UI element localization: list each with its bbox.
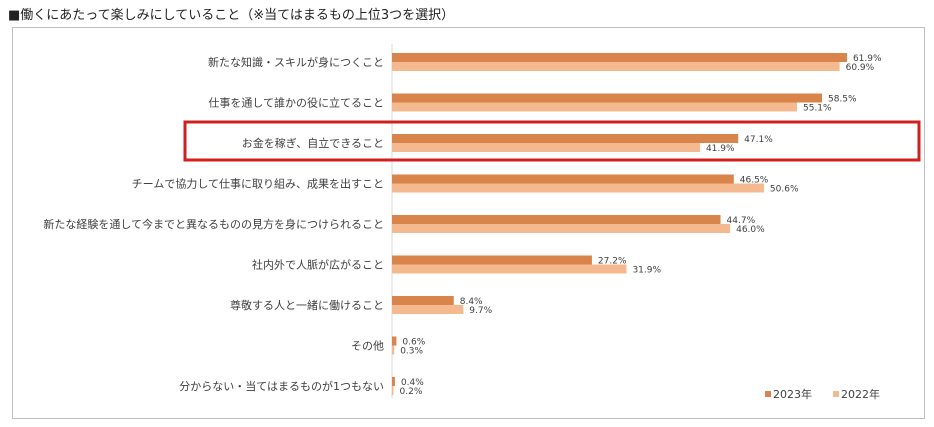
bar-2023 — [392, 296, 454, 305]
data-label-2022: 46.0% — [736, 225, 765, 235]
chart-frame — [12, 27, 925, 419]
bar-2022 — [392, 183, 764, 193]
bar-2023 — [392, 134, 739, 143]
data-label-2023: 46.5% — [740, 176, 769, 186]
data-label-2023: 0.6% — [402, 338, 425, 348]
page-title: ■働くにあたって楽しみにしていること（※当てはまるもの上位3つを選択） — [8, 8, 455, 23]
data-label-2023: 27.2% — [598, 257, 627, 267]
category-label: 分からない・当てはまるものが1つもない — [179, 379, 384, 393]
data-label-2022: 9.7% — [469, 306, 492, 316]
category-label: 尊敬する人と一緒に働けること — [230, 298, 384, 312]
data-label-2023: 58.5% — [828, 95, 857, 105]
data-label-2022: 50.6% — [770, 185, 799, 195]
bar-2022 — [392, 305, 464, 314]
bar-2023 — [392, 174, 734, 184]
bar-2022 — [392, 143, 700, 152]
bar-2023 — [392, 255, 592, 265]
data-label-2023: 8.4% — [460, 297, 483, 307]
category-label: その他 — [351, 340, 384, 353]
data-label-2022: 41.9% — [706, 144, 735, 154]
bar-2022 — [392, 345, 395, 355]
category-label: 仕事を通して誰かの役に立てること — [208, 96, 384, 110]
data-label-2023: 44.7% — [727, 216, 756, 226]
bar-2023 — [392, 93, 822, 103]
data-label-2022: 0.3% — [400, 347, 423, 357]
bar-2022 — [392, 386, 394, 395]
category-label: お金を稼ぎ、自立できること — [242, 136, 384, 150]
data-label-2022: 60.9% — [846, 63, 875, 73]
highlight-box — [183, 120, 921, 162]
legend-marker-2023 — [765, 391, 771, 397]
bar-2022 — [392, 102, 797, 112]
bar-2023 — [392, 377, 395, 386]
legend-label-2022: 2022年 — [841, 387, 880, 401]
data-label-2023: 47.1% — [744, 135, 773, 145]
category-label: 新たな経験を通して今までと異なるものの見方を身につけられること — [43, 217, 384, 231]
bar-2022 — [392, 264, 627, 274]
data-label-2023: 0.4% — [401, 378, 424, 388]
bar-2023 — [392, 53, 847, 62]
bar-2023 — [392, 215, 721, 224]
legend-marker-2022 — [833, 391, 839, 397]
bar-2022 — [392, 62, 840, 71]
data-label-2022: 0.2% — [400, 387, 423, 397]
category-label: 新たな知識・スキルが身につくこと — [208, 55, 384, 69]
bar-2023 — [392, 336, 397, 346]
data-label-2022: 31.9% — [632, 266, 661, 276]
legend-label-2023: 2023年 — [773, 387, 812, 401]
category-label: チームで協力して仕事に取り組み、成果を出すこと — [132, 177, 384, 191]
bar-2022 — [392, 224, 731, 233]
data-label-2022: 55.1% — [803, 104, 832, 114]
data-label-2023: 61.9% — [853, 54, 882, 64]
category-label: 社内外で人脈が広がること — [252, 258, 384, 272]
